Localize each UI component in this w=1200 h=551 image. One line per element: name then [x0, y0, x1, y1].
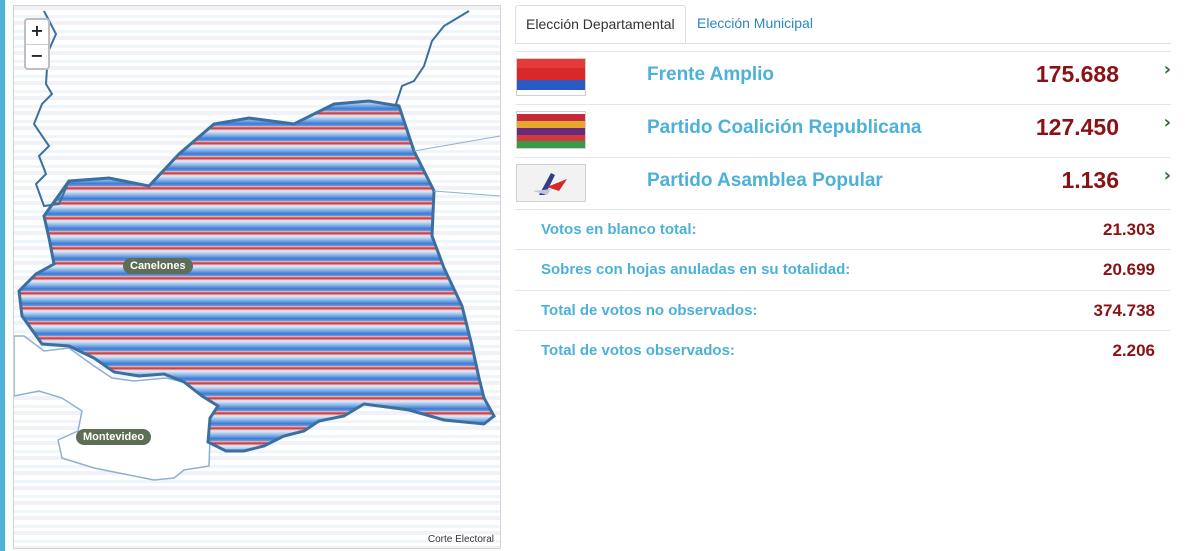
map-panel[interactable]: + − Canelones Montevideo Corte Electoral: [13, 5, 501, 549]
stat-label: Sobres con hojas anuladas en su totalida…: [541, 261, 851, 278]
party-name: Frente Amplio: [647, 64, 775, 85]
stat-label: Total de votos no observados:: [541, 302, 758, 319]
tab-eleccion-departamental[interactable]: Elección Departamental: [515, 5, 686, 43]
stat-value: 2.206: [1112, 341, 1155, 360]
canelones-region[interactable]: [17, 99, 496, 453]
party-name: Partido Asamblea Popular: [647, 170, 883, 191]
tab-eleccion-municipal[interactable]: Elección Municipal: [697, 15, 813, 31]
map-canvas[interactable]: [14, 6, 500, 548]
east-department-border: [394, 10, 470, 107]
stat-row-votos-en-blanco: Votos en blanco total: 21.303: [515, 209, 1171, 250]
lavalleja-border: [413, 135, 500, 197]
election-tabs: Elección Departamental Elección Municipa…: [515, 5, 1171, 44]
asamblea-popular-logo: [516, 164, 586, 202]
party-votes: 1.136: [1061, 167, 1119, 193]
montevideo-label: Montevideo: [76, 429, 152, 445]
party-votes: 127.450: [1035, 114, 1119, 140]
zoom-out-button[interactable]: −: [30, 46, 44, 65]
stat-row-observados: Total de votos observados: 2.206: [515, 330, 1171, 371]
party-row-coalicion-republicana[interactable]: Partido Coalición Republicana 127.450 ›: [515, 104, 1171, 157]
party-row-frente-amplio[interactable]: Frente Amplio 175.688 ›: [515, 51, 1171, 104]
stat-value: 374.738: [1093, 301, 1155, 320]
stat-label: Total de votos observados:: [541, 342, 735, 359]
chevron-right-icon[interactable]: ›: [1163, 112, 1171, 133]
zoom-in-button[interactable]: +: [26, 20, 48, 45]
party-name: Partido Coalición Republicana: [647, 117, 922, 138]
stat-value: 20.699: [1103, 260, 1155, 279]
map-attribution: Corte Electoral: [425, 534, 496, 545]
zoom-control: + −: [24, 18, 50, 70]
canelones-label: Canelones: [123, 258, 193, 274]
party-votes: 175.688: [1035, 61, 1119, 87]
stat-row-sobres-anulados: Sobres con hojas anuladas en su totalida…: [515, 249, 1171, 290]
coalicion-republicana-flag: [516, 111, 586, 149]
frente-amplio-flag: [516, 58, 586, 96]
stat-row-no-observados: Total de votos no observados: 374.738: [515, 290, 1171, 331]
chevron-right-icon[interactable]: ›: [1163, 165, 1171, 186]
chevron-right-icon[interactable]: ›: [1163, 59, 1171, 80]
stat-value: 21.303: [1103, 220, 1155, 239]
left-accent-bar: [0, 0, 5, 551]
stat-label: Votos en blanco total:: [541, 221, 697, 238]
party-row-asamblea-popular[interactable]: Partido Asamblea Popular 1.136 ›: [515, 157, 1171, 210]
